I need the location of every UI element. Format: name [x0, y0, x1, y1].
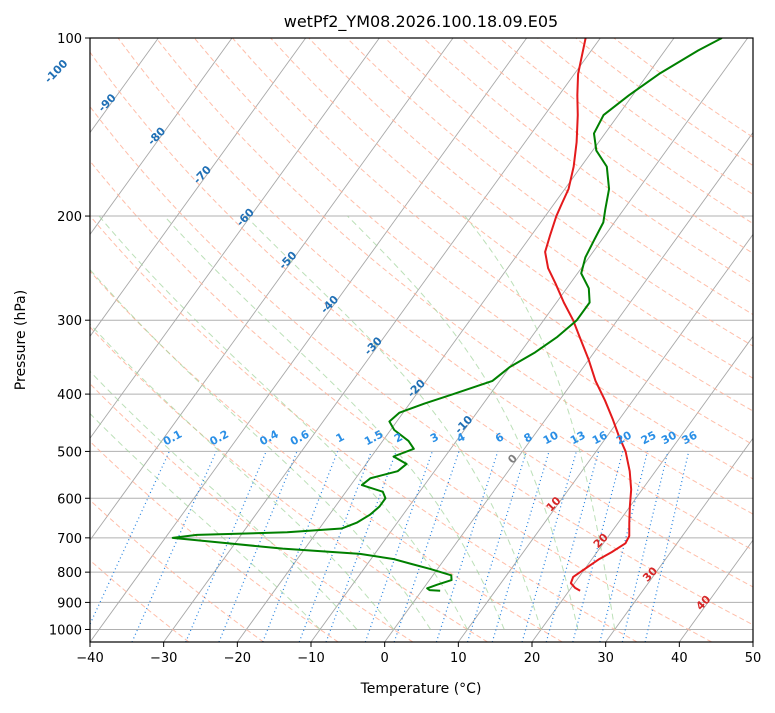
dry-adiabat-line	[90, 215, 638, 642]
x-tick-label: −40	[76, 651, 103, 666]
mixing-ratio-line	[572, 451, 624, 642]
y-tick-label: 600	[57, 492, 82, 507]
dry-adiabat-line	[117, 38, 753, 551]
mixing-ratio-line	[599, 451, 649, 642]
y-tick-label: 800	[57, 566, 82, 581]
dry-adiabat-line	[90, 270, 563, 642]
mixing-ratio-line	[644, 451, 690, 642]
isotherm-line	[457, 233, 753, 642]
isotherm-line	[90, 38, 307, 338]
x-tick-label: 20	[524, 651, 541, 666]
moist-adiabat-line	[464, 215, 616, 630]
y-tick-label: 200	[57, 210, 82, 225]
dewpoint-profile-line	[171, 38, 723, 592]
chart-title: wetPf2_YM08.2026.100.18.09.E05	[284, 12, 558, 32]
moist-adiabat-line	[163, 215, 505, 630]
isotherm-line	[90, 38, 233, 236]
isotherm-line	[384, 131, 753, 642]
y-tick-label: 300	[57, 314, 82, 329]
dry-adiabat-line	[90, 105, 753, 626]
mixing-ratio-label: 25	[639, 429, 659, 448]
isotherm-line	[90, 38, 380, 439]
dry-adiabat-line	[193, 38, 753, 480]
mixing-ratio-label: 30	[659, 428, 679, 447]
x-tick-label: 0	[381, 651, 389, 666]
dry-adiabat-line	[384, 38, 753, 316]
x-tick-label: 10	[450, 651, 467, 666]
plot-frame	[89, 37, 754, 643]
mixing-ratio-label: 16	[590, 428, 610, 447]
dry-adiabat-line	[90, 51, 753, 588]
dry-adiabat-line	[90, 559, 190, 642]
y-tick-label: 500	[57, 445, 82, 460]
isotherm-line	[90, 38, 528, 642]
x-tick-label: −20	[224, 651, 251, 666]
mixing-ratio-line	[435, 451, 499, 642]
mixing-ratio-label: 13	[568, 429, 588, 448]
x-tick-label: 50	[745, 651, 762, 666]
moist-adiabat-line	[98, 215, 468, 630]
mixing-ratio-line	[131, 451, 217, 642]
moist-adiabat-line	[245, 215, 542, 630]
temperature-profile-line	[544, 38, 633, 592]
isotherm-line	[531, 335, 753, 642]
moist-adiabat-line	[90, 323, 395, 630]
y-tick-label: 400	[57, 388, 82, 403]
x-tick-label: −10	[297, 651, 324, 666]
isotherm-line	[605, 437, 753, 642]
mixing-ratio-line	[90, 451, 170, 626]
mixing-ratio-label: 36	[680, 428, 700, 447]
moist-adiabat-line	[90, 412, 321, 630]
y-axis-label: Pressure (hPa)	[13, 290, 29, 390]
mixing-ratio-label: 20	[614, 428, 634, 447]
isotherm-line	[90, 38, 454, 541]
isotherm-line	[163, 38, 601, 642]
dry-adiabat-line	[90, 383, 414, 642]
isotherm-line	[236, 38, 675, 642]
dry-adiabat-line	[90, 160, 712, 642]
mixing-ratio-line	[185, 451, 267, 642]
y-tick-label: 1000	[49, 623, 82, 638]
mixing-ratio-line	[364, 451, 433, 642]
x-tick-label: 40	[671, 651, 688, 666]
x-axis-label: Temperature (°C)	[360, 681, 482, 697]
y-tick-label: 900	[57, 596, 82, 611]
moist-adiabat-line	[90, 268, 431, 630]
y-tick-label: 100	[57, 32, 82, 47]
isotherm-line	[678, 539, 753, 642]
y-tick-label: 700	[57, 532, 82, 547]
x-tick-label: 30	[597, 651, 614, 666]
dry-adiabat-line	[232, 38, 753, 446]
x-tick-label: −30	[150, 651, 177, 666]
mixing-ratio-line	[545, 451, 600, 642]
mixing-ratio-line	[393, 451, 460, 642]
mixing-ratio-line	[621, 451, 669, 642]
mixing-ratio-label: 10	[541, 428, 561, 447]
dry-adiabat-line	[346, 38, 753, 347]
